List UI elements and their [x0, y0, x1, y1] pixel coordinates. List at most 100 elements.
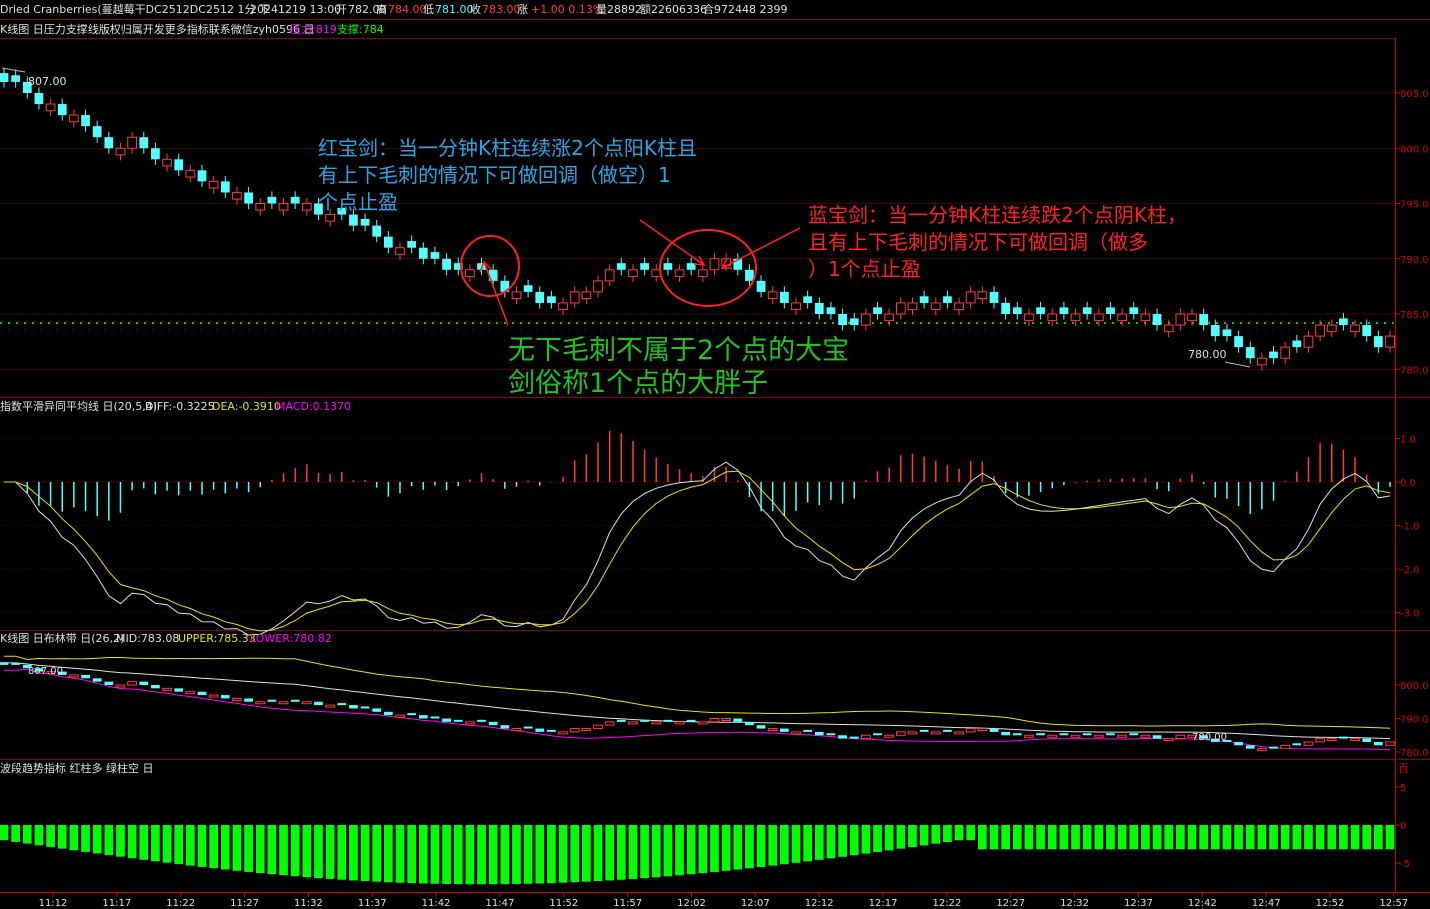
p3-candle-body: [1326, 738, 1337, 742]
candle-body: [139, 137, 149, 149]
trend-bar: [127, 825, 137, 859]
time-tick-label: 11:37: [358, 898, 387, 909]
candle-body: [547, 296, 556, 303]
p3-candle-body: [1024, 734, 1034, 738]
trend-bar: [46, 825, 55, 847]
candle-body: [232, 191, 242, 200]
p3-candle-body: [57, 671, 67, 675]
trend-bar: [884, 825, 894, 851]
candle-body: [1199, 314, 1209, 326]
trend-bar: [1257, 825, 1267, 850]
panel3-corner-label: 百: [1398, 762, 1409, 775]
panel1-grid: [0, 92, 1395, 370]
trend-bar: [209, 825, 219, 869]
header-amount: 额22606336: [640, 3, 707, 16]
trend-bar: [1094, 825, 1104, 850]
candle-body: [290, 196, 300, 204]
header-change-label: 涨: [517, 3, 528, 16]
candle-body: [523, 285, 533, 292]
trend-bar: [1012, 825, 1022, 850]
trend-bar: [1222, 825, 1232, 850]
candle-body: [663, 263, 673, 270]
trend-bar: [989, 825, 999, 850]
trend-bar: [1141, 825, 1150, 850]
trend-bar: [675, 825, 684, 876]
p3-candle-body: [349, 705, 358, 709]
trend-bar: [547, 825, 556, 884]
p3-candle-body: [954, 731, 964, 735]
p3-candle-body: [1140, 734, 1151, 738]
trend-bar: [977, 825, 987, 850]
p3-candle-body: [267, 699, 277, 702]
trend-bar: [1071, 825, 1080, 850]
p3-candle-body: [709, 718, 720, 723]
arrow-right-head: [720, 258, 732, 269]
trend-bar: [1199, 825, 1209, 850]
candle-body: [569, 291, 580, 304]
candle-body: [465, 269, 475, 277]
p3-candle-body: [535, 728, 545, 732]
p3-candle-body: [756, 725, 766, 729]
trend-bar: [69, 825, 79, 851]
trend-bar: [803, 825, 813, 862]
arrow-right: [721, 227, 801, 269]
p3-candle-body: [45, 671, 56, 675]
trend-bar: [1152, 825, 1162, 850]
candle-body: [745, 269, 754, 281]
candle-body: [372, 225, 382, 237]
trend-bar: [1327, 825, 1337, 850]
trend-bar: [430, 825, 440, 884]
p3-candle-body: [11, 662, 21, 665]
trend-bar: [151, 825, 160, 862]
trend-bar: [1280, 825, 1290, 850]
p3-candle-body: [1187, 734, 1197, 738]
p3-candle-body: [895, 731, 906, 736]
trend-bar: [908, 825, 917, 848]
trend-bar: [1036, 825, 1045, 850]
candle-body: [185, 169, 196, 178]
candle-body: [301, 203, 312, 211]
time-tick-label: 11:17: [102, 898, 131, 909]
trend-bar: [174, 825, 184, 865]
candle-body: [697, 269, 708, 277]
candle-body: [849, 318, 859, 326]
p3-tick-label: 790.0: [1400, 715, 1429, 726]
high-marker: 807.00: [28, 75, 67, 88]
candle-body: [1350, 324, 1360, 333]
time-tick-label: 12:32: [1060, 898, 1089, 909]
p3-candle-body: [1199, 735, 1209, 739]
time-tick-label: 12:22: [932, 898, 961, 909]
candle-body: [593, 280, 603, 293]
time-tick-label: 11:27: [230, 898, 259, 909]
p3-candle-body: [628, 721, 638, 725]
trend-bar: [791, 825, 801, 863]
p3-candle-body: [1339, 736, 1348, 739]
panel2-title-row: 指数平滑异同平均线 日(20,5,4) DIFF:-0.3225 DEA:-0.…: [0, 399, 351, 413]
trend-bar: [710, 825, 719, 873]
candle-body: [1024, 313, 1034, 322]
candle-body: [1001, 302, 1011, 314]
candle-body: [1012, 307, 1022, 314]
trend-bar: [442, 825, 451, 884]
p3-candle-body: [663, 719, 673, 722]
candle-body: [1036, 307, 1045, 314]
trend-bar: [0, 825, 9, 841]
trend-bar: [570, 825, 580, 883]
p3-candle-body: [1059, 733, 1069, 736]
p1-tick-label: 795.0: [1400, 200, 1429, 211]
p3-candle-body: [278, 701, 289, 705]
trend-bar: [1385, 825, 1395, 850]
candle-body: [383, 236, 393, 248]
candle-body: [1129, 307, 1139, 314]
panel2-grid: [0, 438, 1395, 613]
trend-bar: [686, 825, 696, 875]
candle-body: [733, 258, 743, 270]
candle-body: [907, 302, 918, 311]
time-axis: 11:12 11:17 11:22 11:27 11:32 11:37 11:42 11:47…: [39, 892, 1408, 909]
candle-body: [1152, 314, 1162, 326]
p3-candle-body: [640, 719, 649, 722]
candle-body: [1187, 313, 1197, 322]
p3-candle-body: [604, 721, 615, 726]
candle-body: [418, 247, 428, 259]
time-tick-label: 12:52: [1316, 898, 1345, 909]
